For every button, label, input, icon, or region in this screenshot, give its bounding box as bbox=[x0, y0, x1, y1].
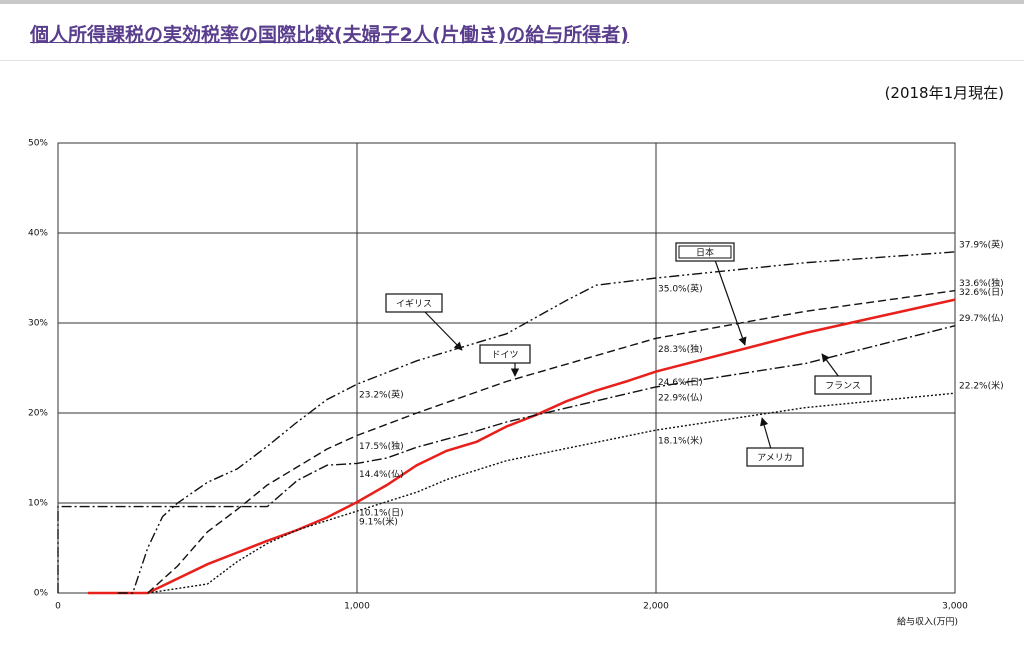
x-tick-label: 1,000 bbox=[344, 602, 370, 612]
x-axis-label: 給与収入(万円) bbox=[897, 616, 958, 628]
x-tick-label: 3,000 bbox=[942, 602, 968, 612]
legend-label: イギリス bbox=[396, 299, 432, 310]
value-label: 37.9%(英) bbox=[959, 238, 1004, 250]
series-line bbox=[87, 298, 956, 595]
series-line bbox=[117, 251, 956, 594]
value-label: 28.3%(独) bbox=[658, 343, 703, 355]
legend-box bbox=[675, 242, 735, 262]
legend-box bbox=[479, 344, 531, 364]
page-title: 個人所得課税の実効税率の国際比較(夫婦子2人(片働き)の給与所得者) bbox=[30, 24, 629, 46]
legend-arrow bbox=[821, 353, 840, 378]
series-line bbox=[147, 392, 956, 594]
value-label: 17.5%(独) bbox=[359, 440, 404, 452]
legend-box bbox=[814, 375, 872, 395]
value-label: 22.2%(米) bbox=[959, 380, 1004, 392]
value-label: 14.4%(仏) bbox=[359, 469, 404, 480]
value-label: 24.6%(日) bbox=[658, 377, 703, 388]
value-label: 33.6%(独) bbox=[959, 277, 1004, 289]
plot-frame bbox=[57, 142, 956, 594]
value-label: 18.1%(米) bbox=[658, 435, 703, 447]
separator bbox=[0, 60, 1024, 61]
y-tick-label: 20% bbox=[28, 409, 48, 419]
date-note: (2018年1月現在) bbox=[884, 84, 1004, 102]
y-tick-label: 30% bbox=[28, 319, 48, 329]
value-label: 29.7%(仏) bbox=[959, 313, 1004, 324]
top-bar bbox=[0, 0, 1024, 4]
legend-arrow bbox=[714, 259, 747, 346]
legend-arrow bbox=[423, 310, 463, 351]
value-label: 22.9%(仏) bbox=[658, 392, 703, 403]
legend-box-inner bbox=[678, 245, 732, 259]
value-label: 9.1%(米) bbox=[359, 516, 398, 528]
y-tick-label: 50% bbox=[28, 139, 48, 149]
value-label: 35.0%(英) bbox=[658, 283, 703, 295]
value-label: 32.6%(日) bbox=[959, 287, 1004, 298]
legend-label: アメリカ bbox=[757, 453, 793, 464]
legend-arrow bbox=[760, 417, 772, 450]
y-tick-label: 0% bbox=[34, 589, 49, 599]
x-tick-label: 2,000 bbox=[643, 602, 669, 612]
value-label: 23.2%(英) bbox=[359, 389, 404, 401]
series-line bbox=[147, 289, 956, 594]
y-tick-label: 40% bbox=[28, 229, 48, 239]
y-tick-label: 10% bbox=[28, 499, 48, 509]
legend-box bbox=[746, 447, 804, 467]
legend-box bbox=[385, 293, 443, 313]
legend-label: ドイツ bbox=[491, 351, 518, 361]
x-tick-label: 0 bbox=[55, 602, 61, 612]
value-label: 10.1%(日) bbox=[359, 508, 404, 519]
series-line bbox=[57, 325, 956, 593]
legend-label: フランス bbox=[825, 381, 861, 392]
legend-label: 日本 bbox=[696, 247, 714, 259]
